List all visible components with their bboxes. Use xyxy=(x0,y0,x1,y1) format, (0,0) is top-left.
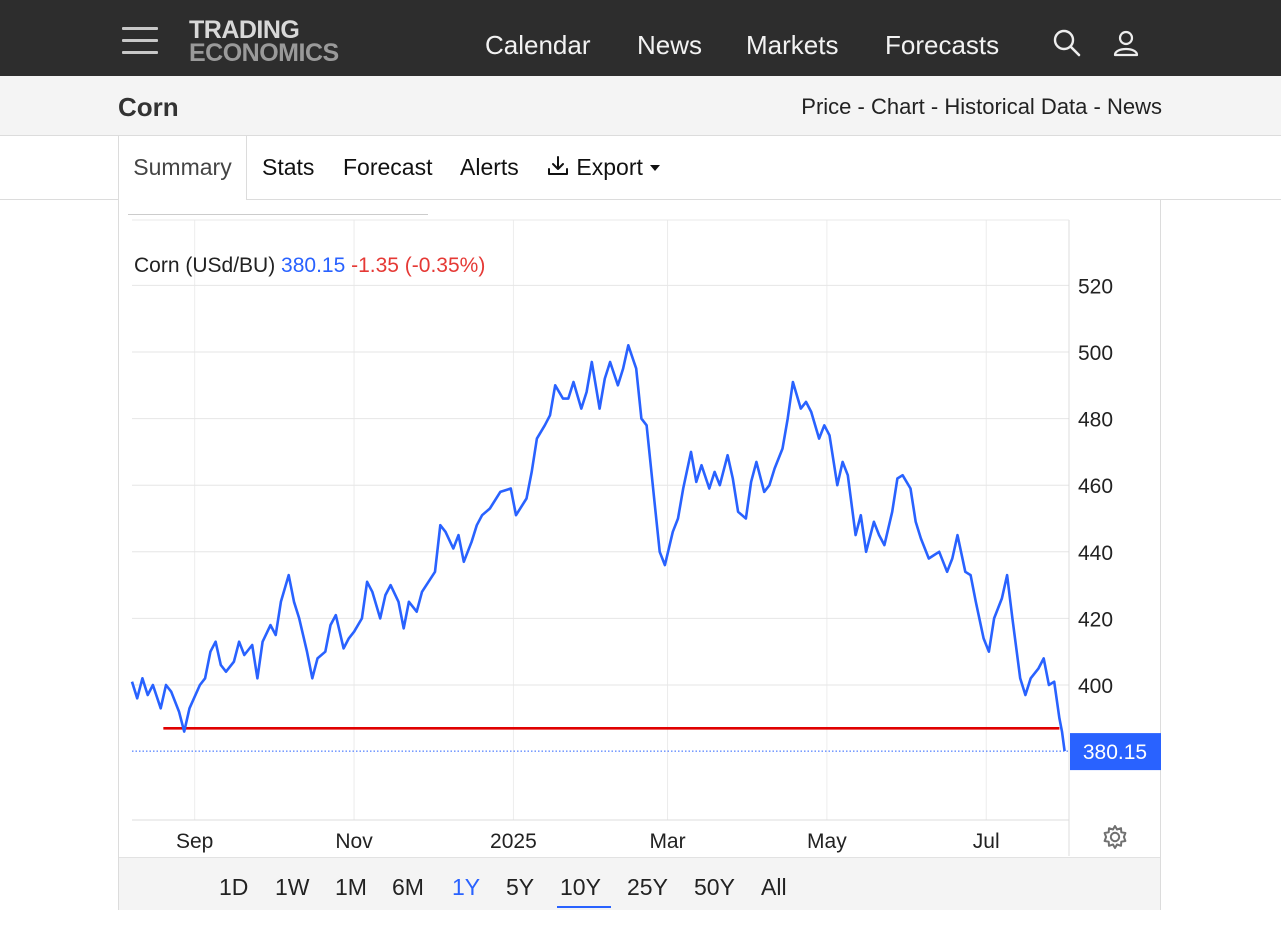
chart-container xyxy=(118,199,1161,910)
top-navbar: TRADING ECONOMICS Calendar News Markets … xyxy=(0,0,1281,76)
range-1y[interactable]: 1Y xyxy=(452,874,481,900)
tab-alerts[interactable]: Alerts xyxy=(460,154,519,180)
settings-icon[interactable] xyxy=(1101,823,1129,851)
logo-line-economics: ECONOMICS xyxy=(189,39,339,67)
range-1w[interactable]: 1W xyxy=(275,874,310,900)
range-5y[interactable]: 5Y xyxy=(506,874,535,900)
export-label: Export xyxy=(576,154,643,180)
nav-markets[interactable]: Markets xyxy=(746,30,839,60)
subnav-price[interactable]: Price xyxy=(801,94,852,119)
nav-news[interactable]: News xyxy=(637,30,703,60)
page-title: Corn xyxy=(118,92,179,122)
range-1m[interactable]: 1M xyxy=(335,874,367,900)
range-6m[interactable]: 6M xyxy=(392,874,424,900)
subnav-historical-data[interactable]: Historical Data xyxy=(944,94,1088,119)
menu-icon[interactable] xyxy=(122,27,158,55)
export-button[interactable]: Export xyxy=(546,136,661,199)
caret-down-icon xyxy=(650,165,661,171)
range-selected-indicator xyxy=(557,906,611,908)
range-all[interactable]: All xyxy=(761,874,787,900)
search-input-partial[interactable] xyxy=(128,199,428,215)
range-25y[interactable]: 25Y xyxy=(627,874,668,900)
tab-stats[interactable]: Stats xyxy=(262,154,315,180)
tab-bar: Summary Stats Forecast Alerts Export xyxy=(0,136,1281,200)
download-icon xyxy=(548,156,568,175)
nav-forecasts[interactable]: Forecasts xyxy=(885,30,1000,60)
subnav-separator: - xyxy=(1093,94,1107,119)
logo[interactable]: TRADING ECONOMICS xyxy=(189,16,339,67)
subnav-separator: - xyxy=(930,94,945,119)
user-icon[interactable] xyxy=(1111,28,1141,58)
range-50y[interactable]: 50Y xyxy=(694,874,735,900)
range-10y[interactable]: 10Y xyxy=(560,874,601,900)
nav-calendar[interactable]: Calendar xyxy=(485,30,591,60)
subnav-news[interactable]: News xyxy=(1106,94,1162,119)
search-icon[interactable] xyxy=(1052,28,1082,58)
range-selector: 1D 1W 1M 6M 1Y 5Y 10Y 25Y 50Y All xyxy=(119,857,1160,910)
subnav-separator: - xyxy=(857,94,871,119)
subnav-chart[interactable]: Chart xyxy=(870,94,925,119)
tab-summary[interactable]: Summary xyxy=(118,136,247,200)
tab-forecast[interactable]: Forecast xyxy=(343,154,433,180)
range-1d[interactable]: 1D xyxy=(219,874,249,900)
logo-line-trading: TRADING xyxy=(189,16,300,44)
page-subnav: Price - Chart - Historical Data - News xyxy=(801,94,1162,120)
page-header: Corn Price - Chart - Historical Data - N… xyxy=(0,76,1281,136)
